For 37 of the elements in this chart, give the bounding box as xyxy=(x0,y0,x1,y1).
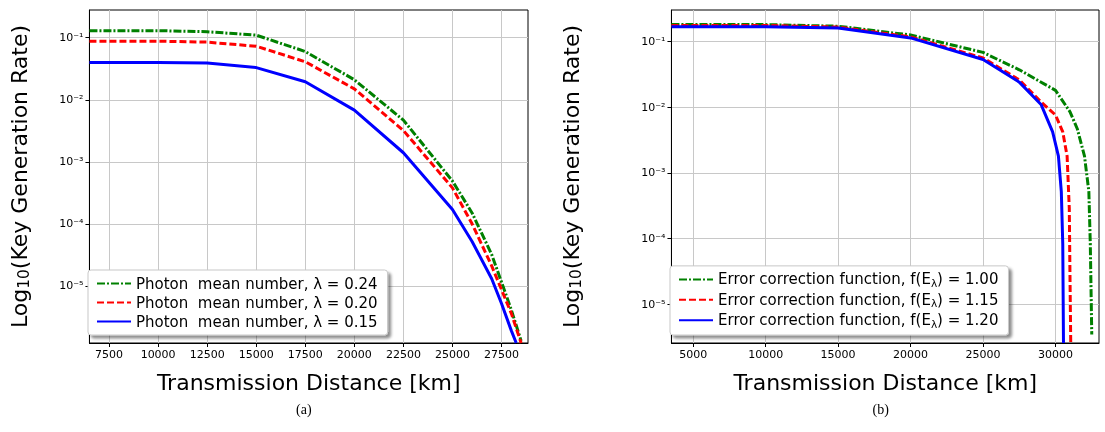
x-tick-label: 30000 xyxy=(1038,348,1074,361)
x-tick-label: 20000 xyxy=(893,348,929,361)
x-tick-label: 10000 xyxy=(140,348,176,361)
x-tick-label: 25000 xyxy=(965,348,1001,361)
x-tick-label: 5000 xyxy=(679,348,708,361)
text: (b) xyxy=(872,401,890,418)
x-tick-label: 27500 xyxy=(484,348,520,361)
x-tick-label: 15000 xyxy=(820,348,856,361)
y-tick-label: 10⁻² xyxy=(59,93,84,107)
y-axis-title: Log10(Key Generation Rate) xyxy=(558,24,585,329)
y-tick-label: 10⁻² xyxy=(641,100,666,114)
legend-label: Photon mean number, λ = 0.24 xyxy=(136,274,378,293)
x-tick-label: 7500 xyxy=(95,348,124,361)
x-axis-title: Transmission Distance [km] xyxy=(732,369,1038,395)
y-tick-label: 10⁻⁵ xyxy=(641,298,666,312)
x-tick-label: 25000 xyxy=(434,348,470,361)
y-tick-label: 10⁻¹ xyxy=(641,34,666,48)
y-tick-label: 10⁻¹ xyxy=(59,31,84,45)
x-tick-label: 22500 xyxy=(385,348,421,361)
legend-label: Error correction function, f(Eλ) = 1.00 xyxy=(718,270,999,289)
legend-label: Photon mean number, λ = 0.15 xyxy=(136,312,378,331)
y-tick-label: 10⁻⁴ xyxy=(59,217,85,231)
x-tick-label: 20000 xyxy=(336,348,372,361)
y-tick-label: 10⁻⁵ xyxy=(59,279,84,293)
legend-label: Photon mean number, λ = 0.20 xyxy=(136,293,378,312)
y-tick-label: 10⁻³ xyxy=(59,155,84,169)
y-tick-label: 10⁻³ xyxy=(641,166,666,180)
x-axis-title: Transmission Distance [km] xyxy=(155,369,461,395)
legend-label: Error correction function, f(Eλ) = 1.20 xyxy=(718,311,999,330)
text: (a) xyxy=(296,401,312,418)
y-tick-label: 10⁻⁴ xyxy=(641,232,667,246)
x-tick-label: 15000 xyxy=(238,348,274,361)
legend-label: Error correction function, f(Eλ) = 1.15 xyxy=(718,290,999,310)
x-tick-label: 10000 xyxy=(748,348,784,361)
x-tick-label: 17500 xyxy=(287,348,323,361)
y-axis-title: Log10(Key Generation Rate) xyxy=(6,24,33,329)
x-tick-label: 12500 xyxy=(189,348,225,361)
